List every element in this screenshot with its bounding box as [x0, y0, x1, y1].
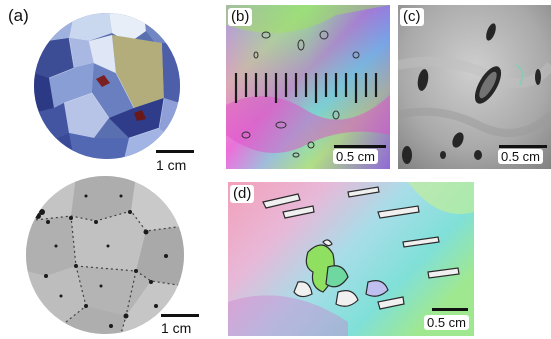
panel-c-label: (c) — [400, 8, 424, 26]
polycrystal-polarized-image — [34, 13, 180, 159]
panel-d-image: (d) 0.5 cm — [228, 182, 474, 336]
scale-bar-a-bottom — [161, 314, 199, 317]
panel-d-label: (d) — [230, 185, 255, 203]
scale-label-a-top: 1 cm — [156, 157, 187, 173]
scale-label-d: 0.5 cm — [424, 315, 470, 330]
scale-bar-a-top — [156, 150, 194, 153]
polycrystal-grayscale-image — [26, 176, 184, 334]
gray-inclusions-illustration — [398, 5, 551, 169]
scale-bar-b — [334, 145, 386, 148]
scale-label-c: 0.5 cm — [498, 149, 544, 164]
panel-c-image: (c) 0.5 cm — [398, 5, 551, 169]
grayscale-grain-illustration — [26, 176, 184, 334]
panel-b-image: (b) 0.5 cm — [226, 5, 390, 169]
colored-inclusions-illustration — [228, 182, 474, 336]
scale-bar-c — [499, 145, 547, 148]
panel-a-label: (a) — [8, 6, 29, 25]
birefringence-ruler-illustration — [226, 5, 390, 169]
scale-label-b: 0.5 cm — [333, 149, 379, 164]
panel-b-label: (b) — [228, 8, 253, 26]
scale-label-a-bottom: 1 cm — [161, 320, 192, 336]
grain-mosaic-illustration — [34, 13, 180, 159]
scale-bar-d — [432, 308, 468, 311]
